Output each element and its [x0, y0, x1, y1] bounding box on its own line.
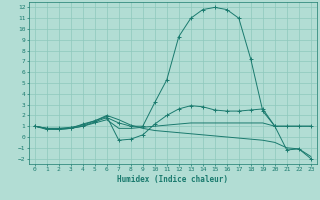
X-axis label: Humidex (Indice chaleur): Humidex (Indice chaleur) — [117, 175, 228, 184]
